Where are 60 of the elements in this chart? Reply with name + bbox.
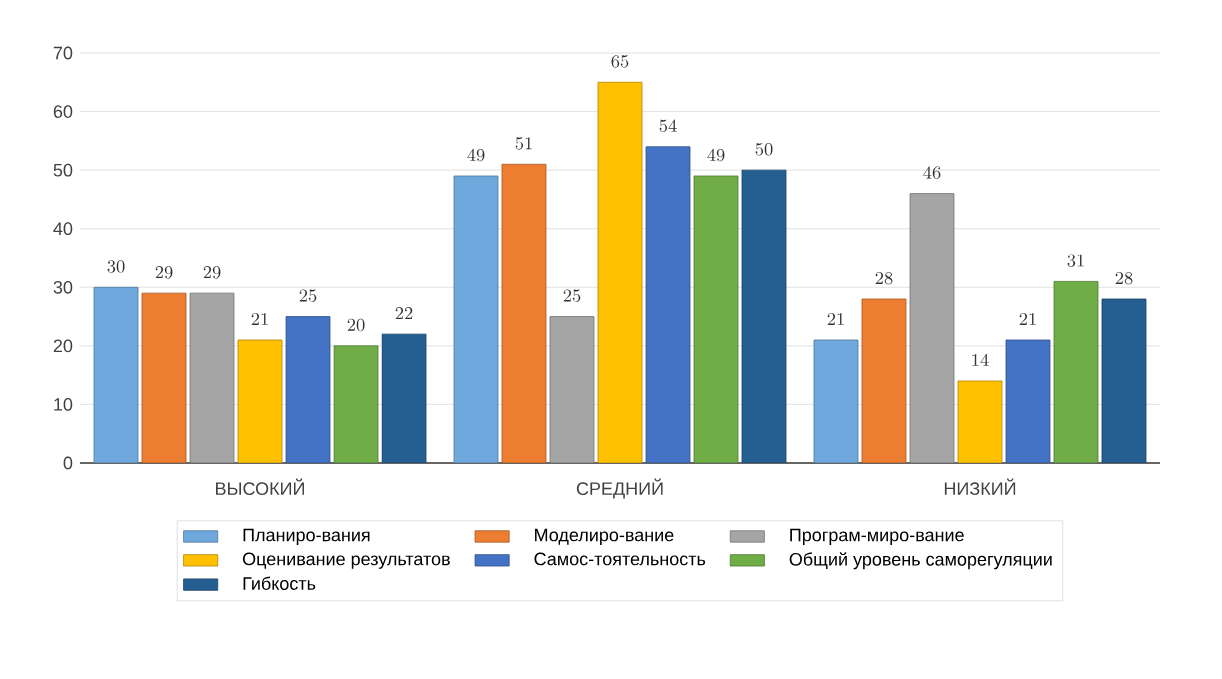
y-tick-label: 70 xyxy=(53,46,73,60)
y-tick-label: 30 xyxy=(53,280,73,294)
bar xyxy=(693,175,739,463)
bar xyxy=(1053,281,1099,463)
bar xyxy=(741,169,787,463)
legend-label: Гибкость xyxy=(243,576,316,590)
bar xyxy=(333,345,379,463)
data-label: 21 xyxy=(1019,312,1036,325)
bar xyxy=(549,316,595,463)
x-tick-label: НИЗКИЙ xyxy=(944,478,1016,496)
legend-label: Оценивание результатов xyxy=(242,552,450,569)
y-tick-label: 0 xyxy=(63,456,73,470)
bar xyxy=(645,146,691,463)
bar xyxy=(141,292,187,463)
x-tick-label: СРЕДНИЙ xyxy=(576,478,663,499)
data-label: 25 xyxy=(563,289,581,302)
data-label: 54 xyxy=(659,119,677,133)
bar xyxy=(381,333,427,463)
y-tick-label: 20 xyxy=(53,339,73,353)
data-label: 20 xyxy=(347,318,365,332)
data-label: 28 xyxy=(1115,271,1133,285)
data-label: 49 xyxy=(707,148,725,162)
legend-label: Самос-тоятельность xyxy=(534,552,706,566)
legend-label: Моделиро-вание xyxy=(535,528,674,545)
legend-label: Общий уровень саморегуляции xyxy=(789,552,1052,570)
data-label: 31 xyxy=(1067,254,1084,267)
data-label: 21 xyxy=(251,312,268,325)
data-label: 65 xyxy=(611,55,629,68)
y-tick-label: 60 xyxy=(53,105,73,118)
bar xyxy=(909,193,955,463)
bar xyxy=(189,292,235,463)
data-label: 28 xyxy=(875,271,893,285)
y-tick-label: 40 xyxy=(53,222,73,236)
bar xyxy=(285,316,331,463)
bar xyxy=(453,175,499,463)
data-label: 25 xyxy=(299,289,317,302)
bar xyxy=(957,380,1003,463)
data-label: 30 xyxy=(107,260,125,273)
y-tick-label: 50 xyxy=(53,163,73,177)
bar xyxy=(93,286,139,463)
data-label: 29 xyxy=(203,266,221,279)
bar xyxy=(237,339,283,463)
data-label: 21 xyxy=(827,312,844,325)
data-label: 22 xyxy=(395,307,413,320)
bar xyxy=(861,298,907,463)
data-label: 14 xyxy=(972,353,989,366)
y-tick-label: 10 xyxy=(54,398,73,411)
data-label: 51 xyxy=(515,137,532,150)
legend-label: Програм-миро-вание xyxy=(790,528,964,545)
data-label: 49 xyxy=(467,148,485,162)
bar xyxy=(597,81,643,463)
legend-label: Планиро-вания xyxy=(243,528,370,545)
data-label: 46 xyxy=(923,166,941,179)
bar xyxy=(1101,298,1147,463)
bar xyxy=(813,339,859,463)
data-label: 29 xyxy=(155,266,173,279)
bar xyxy=(1005,339,1051,463)
x-tick-label: ВЫСОКИЙ xyxy=(216,478,304,496)
bar xyxy=(501,163,547,463)
data-label: 50 xyxy=(755,143,773,156)
